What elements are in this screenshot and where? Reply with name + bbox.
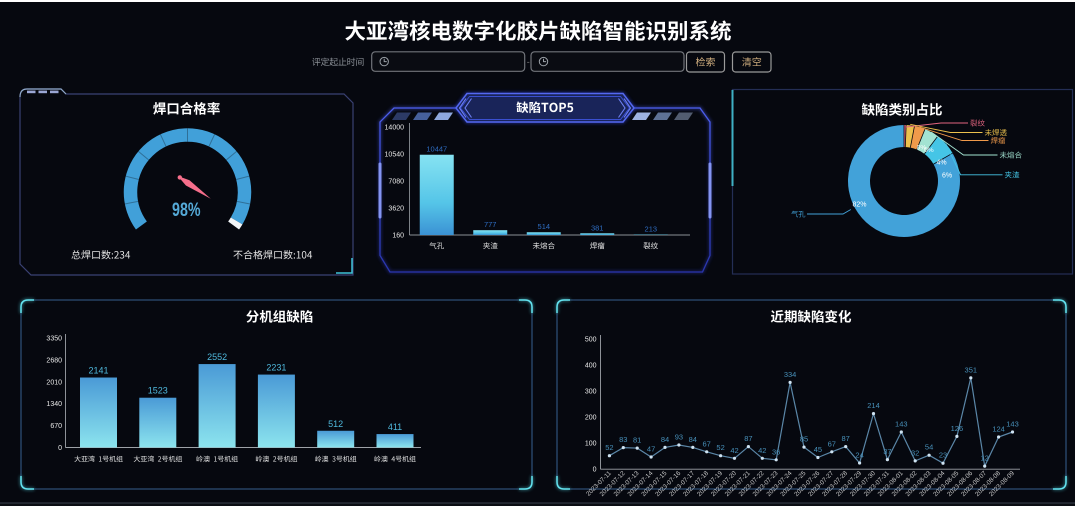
svg-text:4%: 4% [936, 160, 946, 167]
svg-text:93: 93 [675, 433, 683, 442]
svg-text:47: 47 [647, 445, 655, 454]
svg-text:0%: 0% [924, 147, 934, 154]
svg-text:87: 87 [842, 434, 850, 443]
svg-text:84: 84 [689, 435, 697, 444]
svg-text:45: 45 [814, 445, 822, 454]
svg-text:670: 670 [50, 423, 62, 430]
svg-text:83: 83 [619, 435, 627, 444]
svg-text:126: 126 [951, 424, 964, 433]
svg-text:52: 52 [605, 443, 613, 452]
svg-text:777: 777 [484, 220, 497, 229]
svg-text:160: 160 [392, 233, 404, 240]
svg-text:12: 12 [981, 454, 989, 463]
svg-text:214: 214 [867, 401, 880, 410]
svg-text:1340: 1340 [46, 401, 62, 408]
svg-text:67: 67 [703, 439, 711, 448]
svg-text:0: 0 [593, 467, 597, 474]
svg-text:200: 200 [585, 415, 597, 422]
svg-text:84: 84 [661, 435, 669, 444]
svg-text:500: 500 [585, 337, 597, 344]
svg-text:14000: 14000 [385, 125, 405, 132]
svg-text:143: 143 [1006, 420, 1019, 429]
svg-text:400: 400 [585, 363, 597, 370]
svg-text:24: 24 [855, 451, 863, 460]
svg-text:32: 32 [911, 448, 919, 457]
svg-text:0: 0 [58, 445, 62, 452]
svg-text:2141: 2141 [88, 366, 108, 376]
svg-text:52: 52 [716, 443, 724, 452]
svg-text:3620: 3620 [388, 206, 404, 213]
svg-text:67: 67 [828, 439, 836, 448]
svg-text:6%: 6% [942, 173, 952, 180]
svg-text:124: 124 [992, 425, 1005, 434]
svg-text:411: 411 [388, 422, 402, 432]
svg-text:351: 351 [965, 365, 978, 374]
svg-text:-: - [527, 57, 530, 67]
svg-text:23: 23 [939, 451, 947, 460]
svg-text:2231: 2231 [266, 363, 286, 373]
svg-text:54: 54 [925, 443, 933, 452]
svg-text:85: 85 [800, 435, 808, 444]
svg-text:10447: 10447 [426, 145, 447, 154]
svg-text:514: 514 [538, 222, 551, 231]
svg-text:7080: 7080 [388, 179, 404, 186]
svg-text:334: 334 [784, 370, 797, 379]
svg-text:1523: 1523 [148, 386, 168, 396]
svg-text:37: 37 [883, 447, 891, 456]
svg-text:300: 300 [585, 389, 597, 396]
svg-text:87: 87 [744, 434, 752, 443]
svg-text:81: 81 [633, 436, 641, 445]
svg-text:213: 213 [645, 225, 658, 234]
svg-text:0%: 0% [917, 145, 927, 152]
svg-text:100: 100 [585, 441, 597, 448]
svg-text:381: 381 [591, 223, 604, 232]
svg-text:2552: 2552 [207, 352, 227, 362]
svg-text:98%: 98% [172, 200, 201, 221]
svg-text:42: 42 [758, 446, 766, 455]
svg-text:3350: 3350 [46, 336, 62, 343]
svg-text:512: 512 [328, 419, 343, 429]
svg-text:82%: 82% [852, 202, 866, 209]
svg-text:10540: 10540 [385, 152, 405, 159]
svg-text:2680: 2680 [46, 357, 62, 364]
svg-text:42: 42 [730, 446, 738, 455]
svg-text:36: 36 [772, 447, 780, 456]
svg-text:2010: 2010 [46, 379, 62, 386]
svg-text:143: 143 [895, 420, 908, 429]
